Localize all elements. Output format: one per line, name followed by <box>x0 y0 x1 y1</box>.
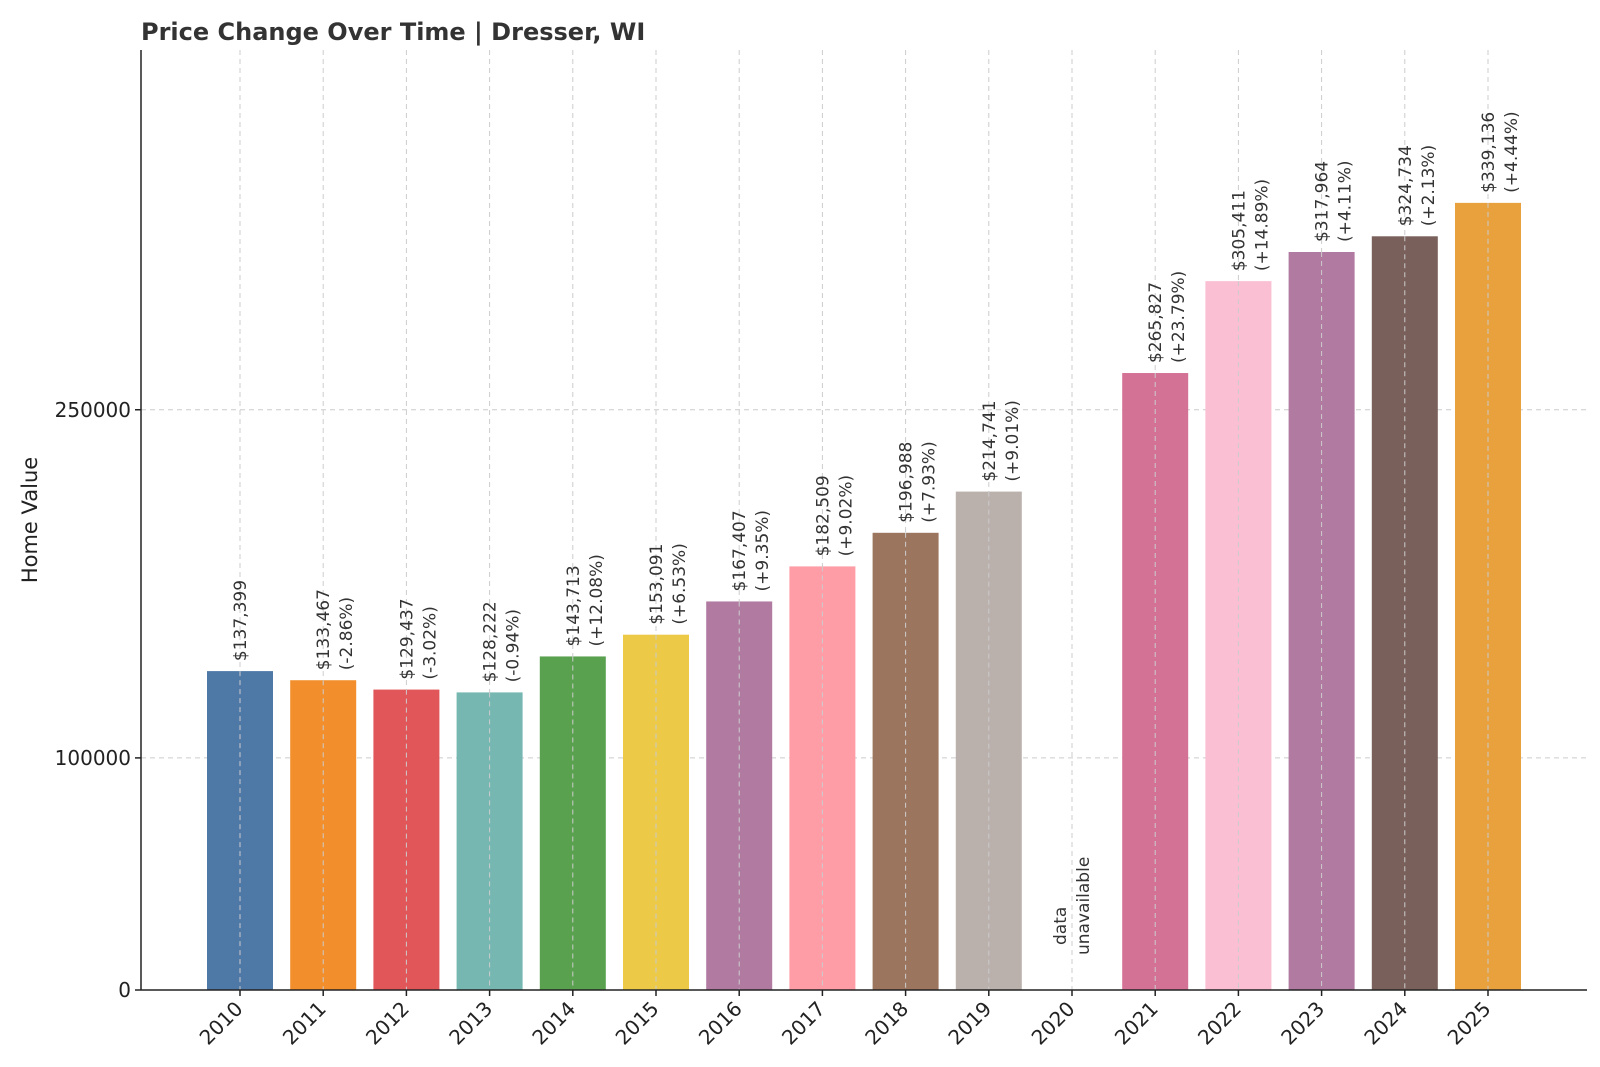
x-tick-label: 2018 <box>860 997 913 1050</box>
change-label: (+2.13%) <box>1419 145 1439 227</box>
x-tick-label: 2024 <box>1359 997 1412 1050</box>
y-tick-label: 250000 <box>55 398 131 422</box>
x-tick-label: 2023 <box>1276 997 1329 1050</box>
value-label: $128,222 <box>481 601 501 682</box>
bar-2015 <box>623 634 689 990</box>
missing-data-label: unavailable <box>1074 857 1094 955</box>
change-label: (+9.35%) <box>753 510 773 592</box>
value-label: $265,827 <box>1146 282 1166 363</box>
change-label: (-0.94%) <box>504 609 524 682</box>
x-tick-label: 2017 <box>777 997 830 1050</box>
change-label: (+9.02%) <box>836 475 856 557</box>
y-axis-label: Home Value <box>18 457 42 583</box>
value-label: $182,509 <box>813 475 833 556</box>
bar-2024 <box>1371 236 1438 991</box>
bar-labels: $137,399 $133,467 (-2.86%) $129,437 (-3.02%)… <box>231 111 1522 955</box>
bar-2025 <box>1455 202 1521 991</box>
change-label: (+14.89%) <box>1252 179 1272 271</box>
value-label: $214,741 <box>980 400 1000 481</box>
change-label: (+4.44%) <box>1502 111 1522 193</box>
x-tick-label: 2013 <box>444 997 497 1050</box>
value-label: $129,437 <box>397 598 417 679</box>
change-label: (+12.08%) <box>587 554 607 646</box>
x-tick-label: 2021 <box>1110 997 1163 1050</box>
bar-2012 <box>373 689 440 990</box>
value-label: $305,411 <box>1229 190 1249 271</box>
value-label: $153,091 <box>647 544 667 625</box>
x-tick-label: 2016 <box>694 997 747 1050</box>
value-label: $137,399 <box>231 580 251 661</box>
grid-lines <box>141 50 1587 990</box>
value-label: $339,136 <box>1479 112 1499 193</box>
value-label: $324,734 <box>1396 145 1416 226</box>
x-tick-label: 2022 <box>1193 997 1246 1050</box>
change-label: (+4.11%) <box>1336 160 1356 242</box>
value-label: $196,988 <box>897 442 917 523</box>
change-label: (-2.86%) <box>337 597 357 670</box>
value-label: $167,407 <box>730 510 750 591</box>
bars <box>207 202 1521 991</box>
x-tick-label: 2011 <box>278 997 331 1050</box>
x-tick-label: 2014 <box>527 997 580 1050</box>
x-tick-label: 2019 <box>943 997 996 1050</box>
change-label: (+7.93%) <box>920 441 940 523</box>
x-tick-label: 2015 <box>611 997 664 1050</box>
change-label: (+6.53%) <box>670 543 690 625</box>
change-label: (+9.01%) <box>1003 400 1023 482</box>
chart-title: Price Change Over Time | Dresser, WI <box>141 18 645 46</box>
x-tick-label: 2020 <box>1027 997 1080 1050</box>
missing-data-label: data <box>1051 907 1071 945</box>
change-label: (+23.79%) <box>1169 271 1189 363</box>
value-label: $143,713 <box>564 565 584 646</box>
value-label: $317,964 <box>1313 161 1333 242</box>
value-label: $133,467 <box>314 589 334 670</box>
change-label: (-3.02%) <box>420 606 440 679</box>
y-tick-label: 100000 <box>55 746 131 770</box>
x-tick-label: 2025 <box>1443 997 1496 1050</box>
x-tick-label: 2010 <box>195 997 248 1050</box>
x-tick-label: 2012 <box>361 997 414 1050</box>
y-tick-label: 0 <box>118 978 131 1002</box>
